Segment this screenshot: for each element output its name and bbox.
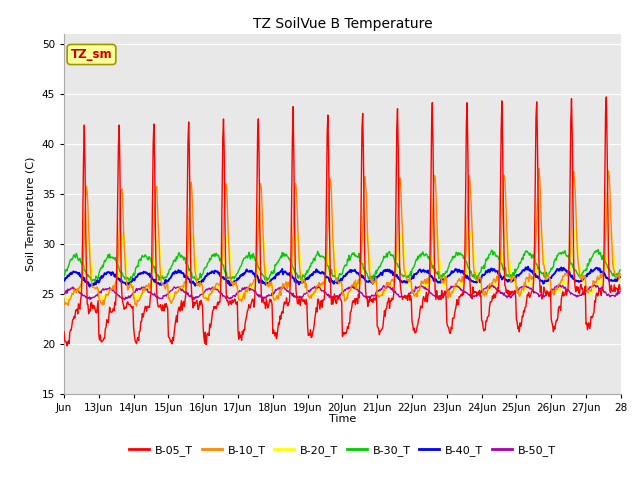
Title: TZ SoilVue B Temperature: TZ SoilVue B Temperature — [253, 17, 432, 31]
Text: TZ_sm: TZ_sm — [70, 48, 112, 61]
B-40_T — [277, 268, 285, 274]
B-20_T — [277, 286, 285, 292]
B-40_T — [616, 274, 624, 280]
B-30_T — [126, 277, 134, 283]
Line: B-05_T: B-05_T — [64, 97, 620, 346]
B-10_T — [616, 271, 624, 276]
B-30_T — [431, 266, 439, 272]
Legend: B-05_T, B-10_T, B-20_T, B-30_T, B-40_T, B-50_T: B-05_T, B-10_T, B-20_T, B-30_T, B-40_T, … — [125, 440, 560, 460]
B-05_T — [60, 329, 68, 335]
B-05_T — [63, 343, 71, 349]
B-05_T — [228, 297, 236, 303]
B-10_T — [535, 166, 543, 171]
B-20_T — [256, 251, 264, 256]
Line: B-30_T: B-30_T — [64, 250, 620, 281]
B-30_T — [92, 278, 99, 284]
B-05_T — [431, 288, 439, 294]
Line: B-40_T: B-40_T — [64, 267, 620, 287]
B-50_T — [556, 282, 564, 288]
Y-axis label: Soil Temperature (C): Soil Temperature (C) — [26, 156, 36, 271]
Line: B-50_T: B-50_T — [64, 285, 620, 300]
B-50_T — [60, 291, 68, 297]
B-05_T — [400, 295, 408, 300]
B-05_T — [126, 301, 134, 307]
B-05_T — [616, 287, 624, 292]
Line: B-10_T: B-10_T — [64, 168, 620, 306]
B-20_T — [572, 227, 579, 232]
B-20_T — [616, 276, 624, 282]
B-10_T — [431, 174, 439, 180]
B-30_T — [595, 247, 602, 252]
B-05_T — [277, 316, 285, 322]
B-30_T — [60, 273, 68, 278]
B-10_T — [256, 186, 264, 192]
B-20_T — [228, 271, 236, 277]
B-30_T — [400, 273, 408, 278]
B-05_T — [602, 94, 610, 100]
B-20_T — [126, 282, 134, 288]
B-50_T — [277, 285, 285, 290]
B-30_T — [616, 267, 624, 273]
B-20_T — [400, 246, 408, 252]
B-40_T — [86, 284, 93, 289]
B-10_T — [125, 285, 133, 290]
B-50_T — [616, 288, 624, 294]
X-axis label: Time: Time — [329, 414, 356, 424]
B-40_T — [431, 278, 439, 284]
B-20_T — [62, 297, 70, 303]
B-30_T — [277, 253, 285, 259]
B-40_T — [126, 279, 134, 285]
B-10_T — [60, 300, 68, 305]
Line: B-20_T: B-20_T — [64, 229, 620, 300]
B-50_T — [431, 293, 439, 299]
B-50_T — [228, 295, 236, 300]
B-50_T — [400, 294, 408, 300]
B-10_T — [277, 292, 285, 298]
B-40_T — [60, 278, 68, 284]
B-20_T — [431, 234, 439, 240]
B-40_T — [524, 264, 532, 270]
B-40_T — [400, 278, 408, 284]
B-05_T — [256, 218, 264, 224]
B-30_T — [228, 276, 236, 281]
B-20_T — [60, 293, 68, 299]
B-10_T — [228, 279, 236, 285]
B-10_T — [132, 303, 140, 309]
B-50_T — [121, 297, 129, 302]
B-30_T — [256, 267, 264, 273]
B-40_T — [256, 278, 264, 284]
B-50_T — [126, 295, 134, 300]
B-40_T — [228, 282, 236, 288]
B-10_T — [400, 266, 408, 272]
B-50_T — [256, 292, 264, 298]
